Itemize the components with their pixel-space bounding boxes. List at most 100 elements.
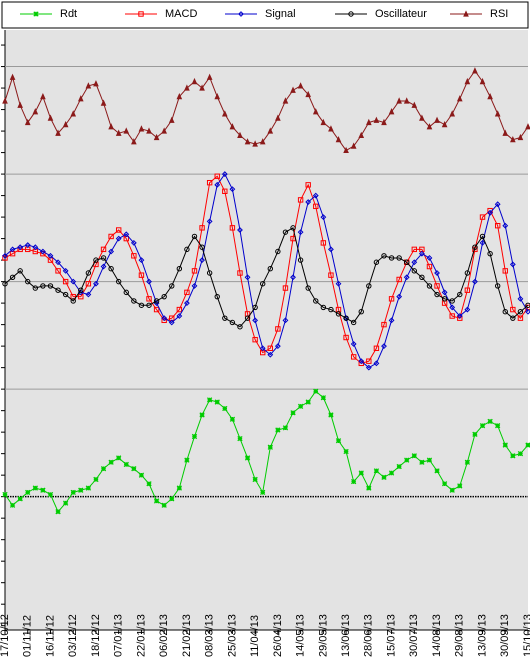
data-point [77, 95, 84, 102]
data-point [464, 459, 471, 465]
legend [1, 1, 529, 29]
data-point [472, 278, 478, 285]
data-point [146, 296, 152, 302]
data-point [252, 304, 258, 311]
data-point [335, 280, 342, 287]
data-point [335, 438, 342, 444]
data-point [381, 474, 387, 480]
data-point [184, 300, 190, 307]
data-point [70, 278, 77, 285]
data-point [146, 278, 152, 285]
data-point [62, 267, 69, 274]
data-point [297, 229, 304, 236]
data-point [350, 319, 357, 326]
data-point [116, 455, 122, 461]
data-point [93, 257, 99, 263]
data-point [487, 92, 493, 100]
data-point [510, 136, 516, 143]
data-point [93, 476, 99, 483]
data-point [419, 459, 425, 465]
data-point [502, 129, 509, 136]
data-point [275, 248, 281, 255]
data-point [290, 225, 296, 231]
data-point [259, 345, 266, 352]
data-point [17, 101, 23, 108]
data-point [510, 306, 516, 313]
data-point [244, 455, 251, 461]
data-point [123, 289, 129, 296]
legend-label: Oscillateur [375, 8, 427, 20]
data-point [169, 496, 175, 502]
data-point [282, 229, 289, 235]
data-point [252, 140, 258, 147]
data-point [290, 410, 296, 416]
data-point [47, 283, 54, 289]
data-point [487, 209, 494, 216]
data-point [464, 77, 471, 85]
data-point [479, 77, 486, 85]
x-tick-label: 25/03/13 [226, 614, 238, 657]
data-point [199, 84, 205, 91]
data-point [434, 291, 440, 298]
data-point [55, 259, 61, 266]
data-point [100, 466, 107, 472]
data-point [297, 257, 304, 263]
data-point [214, 92, 221, 100]
data-point [328, 246, 334, 253]
x-tick-label: 26/04/13 [272, 614, 284, 657]
data-point [495, 423, 501, 429]
data-point [343, 334, 349, 341]
data-point [252, 336, 258, 343]
data-point [457, 483, 463, 489]
data-point [494, 110, 501, 117]
series-line [4, 173, 529, 369]
data-point [350, 354, 357, 360]
data-point [24, 242, 31, 248]
x-tick-label: 18/12/12 [90, 614, 102, 657]
data-point [366, 358, 372, 364]
data-point [335, 311, 342, 317]
data-point [426, 263, 433, 270]
series-line [4, 390, 529, 513]
data-point [62, 291, 69, 298]
data-point [479, 239, 486, 246]
data-point [108, 123, 114, 130]
data-point [55, 268, 61, 274]
data-point [411, 101, 418, 108]
data-point [487, 418, 493, 425]
data-point [328, 412, 334, 418]
data-point [100, 99, 107, 106]
data-point [351, 478, 357, 485]
data-point [388, 470, 395, 476]
data-point [184, 289, 190, 296]
data-point [39, 248, 46, 255]
data-point [434, 468, 440, 474]
data-point [70, 110, 77, 117]
data-point [2, 281, 8, 287]
legend-marker [238, 11, 244, 17]
data-point [404, 457, 410, 463]
data-point [252, 476, 258, 483]
data-point [138, 257, 145, 264]
data-point [85, 270, 92, 276]
series-line [4, 227, 529, 328]
x-tick-label: 06/02/13 [158, 614, 170, 657]
data-point [441, 120, 448, 128]
data-point [206, 218, 213, 225]
data-point [472, 431, 478, 437]
data-point [85, 485, 92, 491]
data-point [411, 246, 418, 253]
data-point [47, 114, 54, 121]
data-point [55, 129, 61, 136]
data-point [396, 255, 402, 261]
data-point [108, 233, 114, 240]
data-point [9, 246, 16, 253]
data-point [184, 84, 190, 91]
data-point [343, 315, 349, 321]
data-point [259, 138, 266, 145]
data-point [214, 399, 220, 405]
data-point [191, 283, 198, 289]
data-point [366, 283, 372, 289]
data-point [40, 487, 46, 493]
data-point [221, 110, 228, 117]
